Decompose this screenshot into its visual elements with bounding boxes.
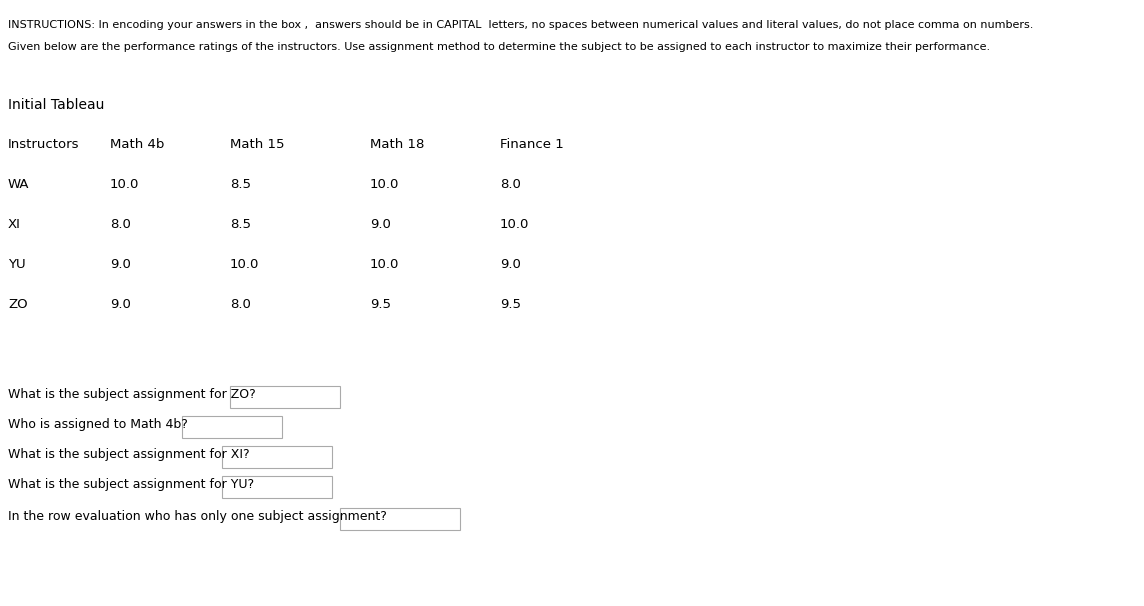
- Text: 8.0: 8.0: [230, 298, 251, 311]
- Text: Instructors: Instructors: [8, 138, 79, 151]
- Text: Math 15: Math 15: [230, 138, 285, 151]
- Text: In the row evaluation who has only one subject assignment?: In the row evaluation who has only one s…: [8, 510, 387, 523]
- Text: ZO: ZO: [8, 298, 27, 311]
- Text: XI: XI: [8, 218, 21, 231]
- Text: 8.5: 8.5: [230, 178, 251, 191]
- Bar: [340, 508, 460, 530]
- Text: 8.0: 8.0: [500, 178, 521, 191]
- Text: YU: YU: [8, 258, 25, 271]
- Text: 10.0: 10.0: [110, 178, 140, 191]
- Text: 9.0: 9.0: [110, 258, 130, 271]
- Bar: [230, 386, 340, 408]
- Bar: [182, 416, 283, 438]
- Text: 8.0: 8.0: [110, 218, 130, 231]
- Text: 10.0: 10.0: [370, 258, 399, 271]
- Text: 9.5: 9.5: [500, 298, 521, 311]
- Text: 10.0: 10.0: [370, 178, 399, 191]
- Text: Given below are the performance ratings of the instructors. Use assignment metho: Given below are the performance ratings …: [8, 42, 990, 52]
- Bar: [222, 446, 332, 468]
- Text: Math 18: Math 18: [370, 138, 424, 151]
- Text: What is the subject assignment for YU?: What is the subject assignment for YU?: [8, 478, 254, 491]
- Text: 9.0: 9.0: [370, 218, 391, 231]
- Text: What is the subject assignment for ZO?: What is the subject assignment for ZO?: [8, 388, 256, 401]
- Text: 8.5: 8.5: [230, 218, 251, 231]
- Text: 9.5: 9.5: [370, 298, 391, 311]
- Text: Finance 1: Finance 1: [500, 138, 564, 151]
- Bar: [222, 476, 332, 498]
- Text: Who is assigned to Math 4b?: Who is assigned to Math 4b?: [8, 418, 188, 431]
- Text: Initial Tableau: Initial Tableau: [8, 98, 104, 112]
- Text: 9.0: 9.0: [500, 258, 521, 271]
- Text: 10.0: 10.0: [230, 258, 260, 271]
- Text: 10.0: 10.0: [500, 218, 530, 231]
- Text: WA: WA: [8, 178, 30, 191]
- Text: Math 4b: Math 4b: [110, 138, 165, 151]
- Text: 9.0: 9.0: [110, 298, 130, 311]
- Text: What is the subject assignment for XI?: What is the subject assignment for XI?: [8, 448, 249, 461]
- Text: INSTRUCTIONS: In encoding your answers in the box ,  answers should be in CAPITA: INSTRUCTIONS: In encoding your answers i…: [8, 20, 1033, 30]
